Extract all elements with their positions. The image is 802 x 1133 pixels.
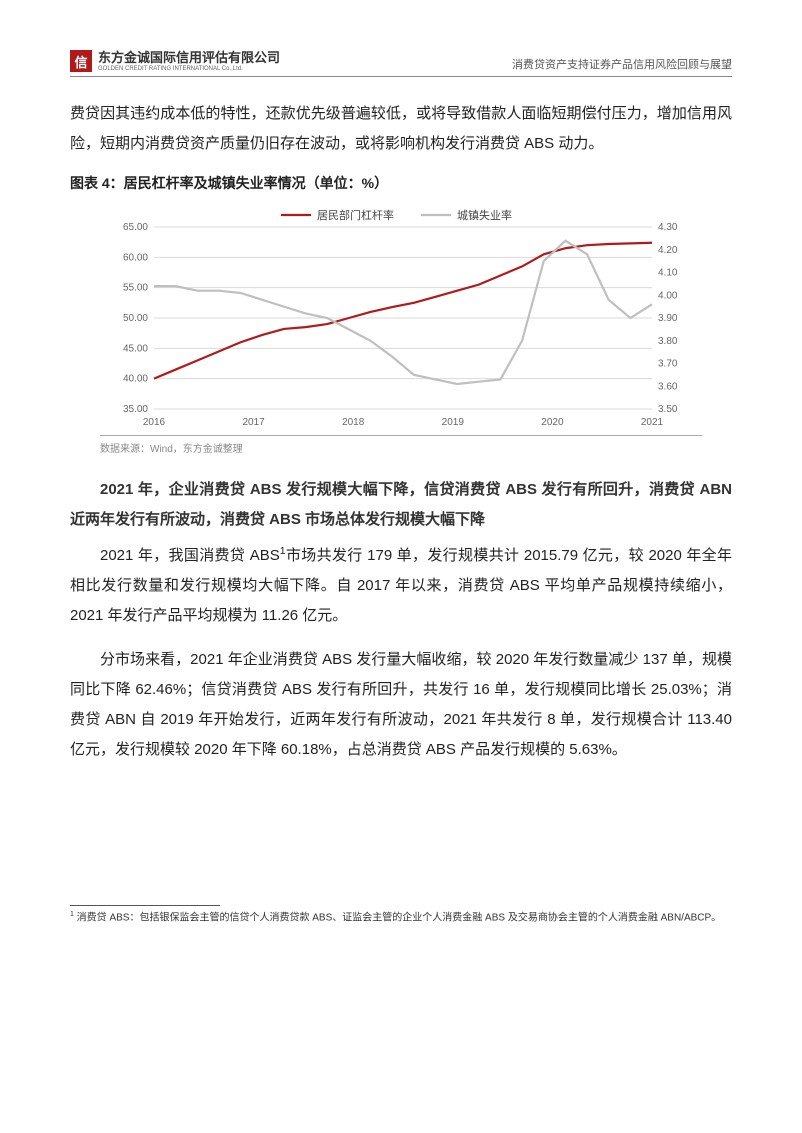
bold-summary: 2021 年，企业消费贷 ABS 发行规模大幅下降，信贷消费贷 ABS 发行有所… (70, 475, 732, 535)
para-3: 分市场来看，2021 年企业消费贷 ABS 发行量大幅收缩，较 2020 年发行… (70, 645, 732, 765)
svg-text:60.00: 60.00 (123, 252, 148, 263)
svg-text:2017: 2017 (242, 417, 265, 428)
logo-en: GOLDEN CREDIT RATING INTERNATIONAL Co.,L… (98, 66, 280, 72)
line-chart: 35.00 40.00 45.00 50.00 55.00 60.00 65.00 3.50 3… (106, 203, 696, 433)
svg-text:3.50: 3.50 (658, 404, 678, 415)
svg-text:3.70: 3.70 (658, 359, 678, 370)
svg-text:35.00: 35.00 (123, 404, 148, 415)
chart-title: 图表 4：居民杠杆率及城镇失业率情况（单位：%） (70, 173, 732, 193)
chart-container: 35.00 40.00 45.00 50.00 55.00 60.00 65.00 3.50 3… (106, 203, 696, 433)
logo-cn: 东方金诚国际信用评估有限公司 (98, 51, 280, 64)
svg-text:2020: 2020 (541, 417, 564, 428)
svg-text:3.60: 3.60 (658, 381, 678, 392)
footnote-separator (70, 905, 220, 906)
svg-text:65.00: 65.00 (123, 222, 148, 233)
footnote-text: 消费贷 ABS：包括银保监会主管的信贷个人消费贷款 ABS、证监会主管的企业个人… (74, 912, 721, 923)
doc-title: 消费贷资产支持证券产品信用风险回顾与展望 (512, 56, 732, 72)
para-2: 2021 年，我国消费贷 ABS1市场共发行 179 单，发行规模共计 2015… (70, 541, 732, 631)
svg-text:4.30: 4.30 (658, 222, 678, 233)
svg-text:4.00: 4.00 (658, 290, 678, 301)
svg-text:2016: 2016 (143, 417, 166, 428)
svg-text:40.00: 40.00 (123, 374, 148, 385)
svg-text:2021: 2021 (641, 417, 664, 428)
para-top: 费贷因其违约成本低的特性，还款优先级普遍较低，或将导致借款人面临短期偿付压力，增… (70, 99, 732, 159)
svg-text:4.10: 4.10 (658, 268, 678, 279)
svg-text:居民部门杠杆率: 居民部门杠杆率 (317, 208, 394, 222)
chart-source: 数据来源：Wind，东方金诚整理 (100, 435, 702, 455)
logo-text: 东方金诚国际信用评估有限公司 GOLDEN CREDIT RATING INTE… (98, 51, 280, 72)
page-header: 信 东方金诚国际信用评估有限公司 GOLDEN CREDIT RATING IN… (70, 50, 732, 77)
svg-text:3.90: 3.90 (658, 313, 678, 324)
footnote-1: 1 消费贷 ABS：包括银保监会主管的信贷个人消费贷款 ABS、证监会主管的企业… (70, 910, 732, 925)
svg-text:2019: 2019 (442, 417, 465, 428)
svg-text:4.20: 4.20 (658, 245, 678, 256)
logo-icon: 信 (70, 50, 92, 72)
svg-text:2018: 2018 (342, 417, 365, 428)
svg-text:55.00: 55.00 (123, 283, 148, 294)
svg-text:3.80: 3.80 (658, 336, 678, 347)
svg-text:城镇失业率: 城镇失业率 (457, 208, 512, 222)
svg-text:45.00: 45.00 (123, 343, 148, 354)
logo-block: 信 东方金诚国际信用评估有限公司 GOLDEN CREDIT RATING IN… (70, 50, 280, 72)
para2-a: 2021 年，我国消费贷 ABS (100, 547, 280, 564)
svg-text:50.00: 50.00 (123, 313, 148, 324)
